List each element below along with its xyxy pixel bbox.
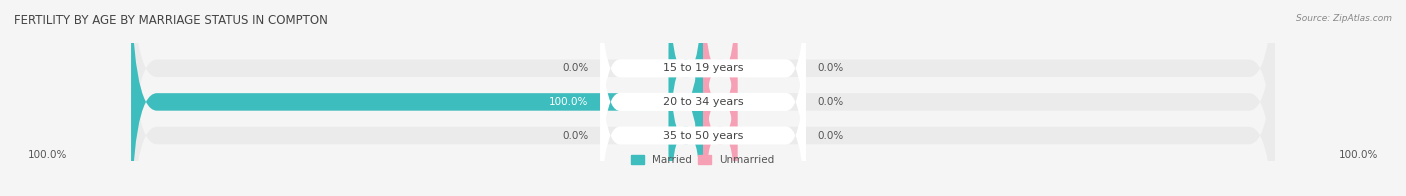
FancyBboxPatch shape: [703, 0, 737, 196]
Text: 0.0%: 0.0%: [562, 63, 589, 73]
FancyBboxPatch shape: [703, 0, 737, 177]
FancyBboxPatch shape: [600, 0, 806, 196]
FancyBboxPatch shape: [131, 0, 703, 196]
Text: 0.0%: 0.0%: [817, 97, 844, 107]
Text: 35 to 50 years: 35 to 50 years: [662, 131, 744, 141]
Text: 0.0%: 0.0%: [817, 63, 844, 73]
Text: Source: ZipAtlas.com: Source: ZipAtlas.com: [1296, 14, 1392, 23]
Text: FERTILITY BY AGE BY MARRIAGE STATUS IN COMPTON: FERTILITY BY AGE BY MARRIAGE STATUS IN C…: [14, 14, 328, 27]
Text: 100.0%: 100.0%: [1339, 150, 1378, 160]
Text: 0.0%: 0.0%: [562, 131, 589, 141]
Legend: Married, Unmarried: Married, Unmarried: [631, 155, 775, 165]
Text: 100.0%: 100.0%: [28, 150, 67, 160]
FancyBboxPatch shape: [703, 27, 737, 196]
FancyBboxPatch shape: [669, 0, 703, 177]
FancyBboxPatch shape: [600, 27, 806, 196]
FancyBboxPatch shape: [669, 27, 703, 196]
FancyBboxPatch shape: [131, 0, 1275, 196]
FancyBboxPatch shape: [600, 0, 806, 177]
FancyBboxPatch shape: [131, 0, 1275, 196]
FancyBboxPatch shape: [131, 0, 1275, 196]
Text: 15 to 19 years: 15 to 19 years: [662, 63, 744, 73]
Text: 0.0%: 0.0%: [817, 131, 844, 141]
Text: 20 to 34 years: 20 to 34 years: [662, 97, 744, 107]
Text: 100.0%: 100.0%: [550, 97, 589, 107]
